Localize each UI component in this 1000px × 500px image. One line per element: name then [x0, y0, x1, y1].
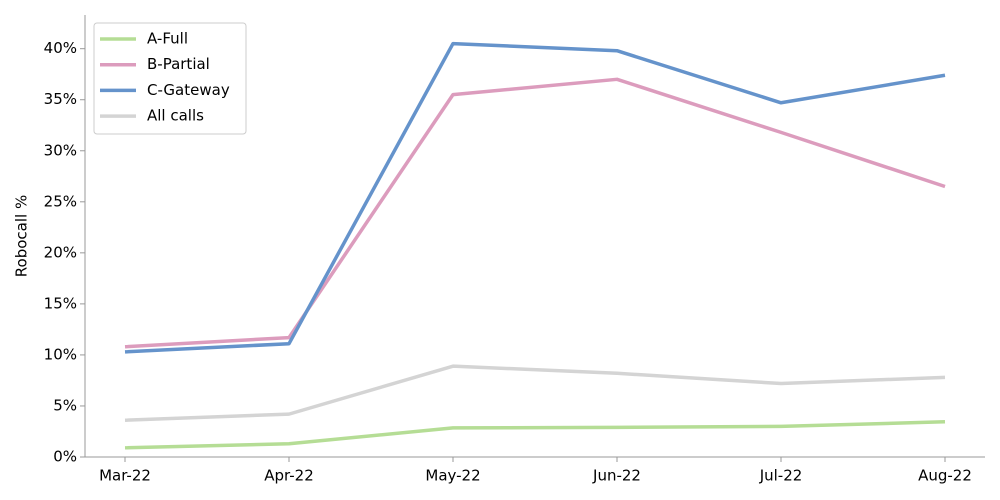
- x-tick-label: May-22: [425, 467, 480, 485]
- legend-label: A-Full: [147, 30, 188, 48]
- legend-label: B-Partial: [147, 55, 210, 73]
- y-tick-label: 25%: [44, 192, 77, 210]
- x-tick-label: Mar-22: [99, 467, 151, 485]
- y-tick-label: 30%: [44, 141, 77, 159]
- y-tick-label: 35%: [44, 90, 77, 108]
- x-tick-label: Aug-22: [918, 467, 972, 485]
- series-line: [124, 420, 946, 450]
- y-tick-label: 15%: [44, 294, 77, 312]
- x-tick-label: Jun-22: [592, 467, 641, 485]
- y-tick-label: 10%: [44, 345, 77, 363]
- legend-label: C-Gateway: [147, 81, 230, 99]
- series-line: [124, 364, 946, 423]
- y-tick-label: 40%: [44, 39, 77, 57]
- x-tick-label: Apr-22: [264, 467, 314, 485]
- series-line: [124, 77, 946, 349]
- legend-label: All calls: [147, 107, 204, 125]
- x-tick-label: Jul-22: [759, 467, 803, 485]
- y-tick-label: 5%: [53, 396, 77, 414]
- series-line: [124, 41, 946, 354]
- y-tick-label: 20%: [44, 243, 77, 261]
- legend-box: [93, 22, 247, 135]
- y-tick-label: 0%: [53, 448, 77, 466]
- y-axis-label: Robocall %: [13, 195, 31, 277]
